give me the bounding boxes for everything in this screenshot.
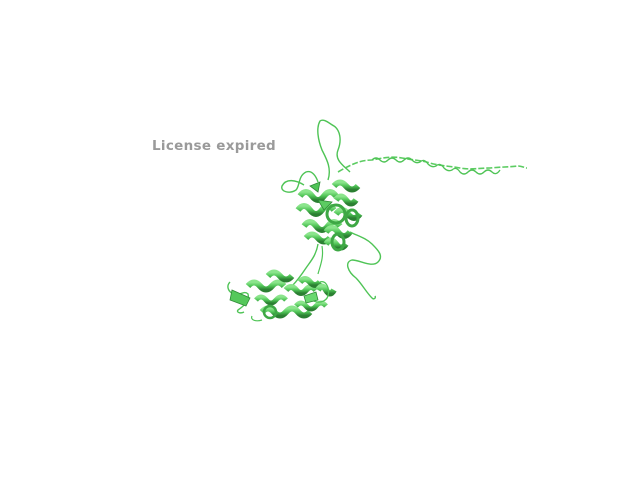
central-helix-bundle <box>295 179 363 252</box>
interdomain-linker <box>291 243 319 287</box>
interdomain-linker-2 <box>317 245 324 275</box>
lower-domain <box>227 269 337 322</box>
right-descending-loop <box>346 231 382 300</box>
c-terminal-coil-wave <box>371 157 501 175</box>
upper-left-loop <box>281 170 319 193</box>
license-expired-watermark: License expired <box>152 138 277 154</box>
upper-loop <box>317 119 351 181</box>
c-terminal-coil <box>337 156 528 173</box>
